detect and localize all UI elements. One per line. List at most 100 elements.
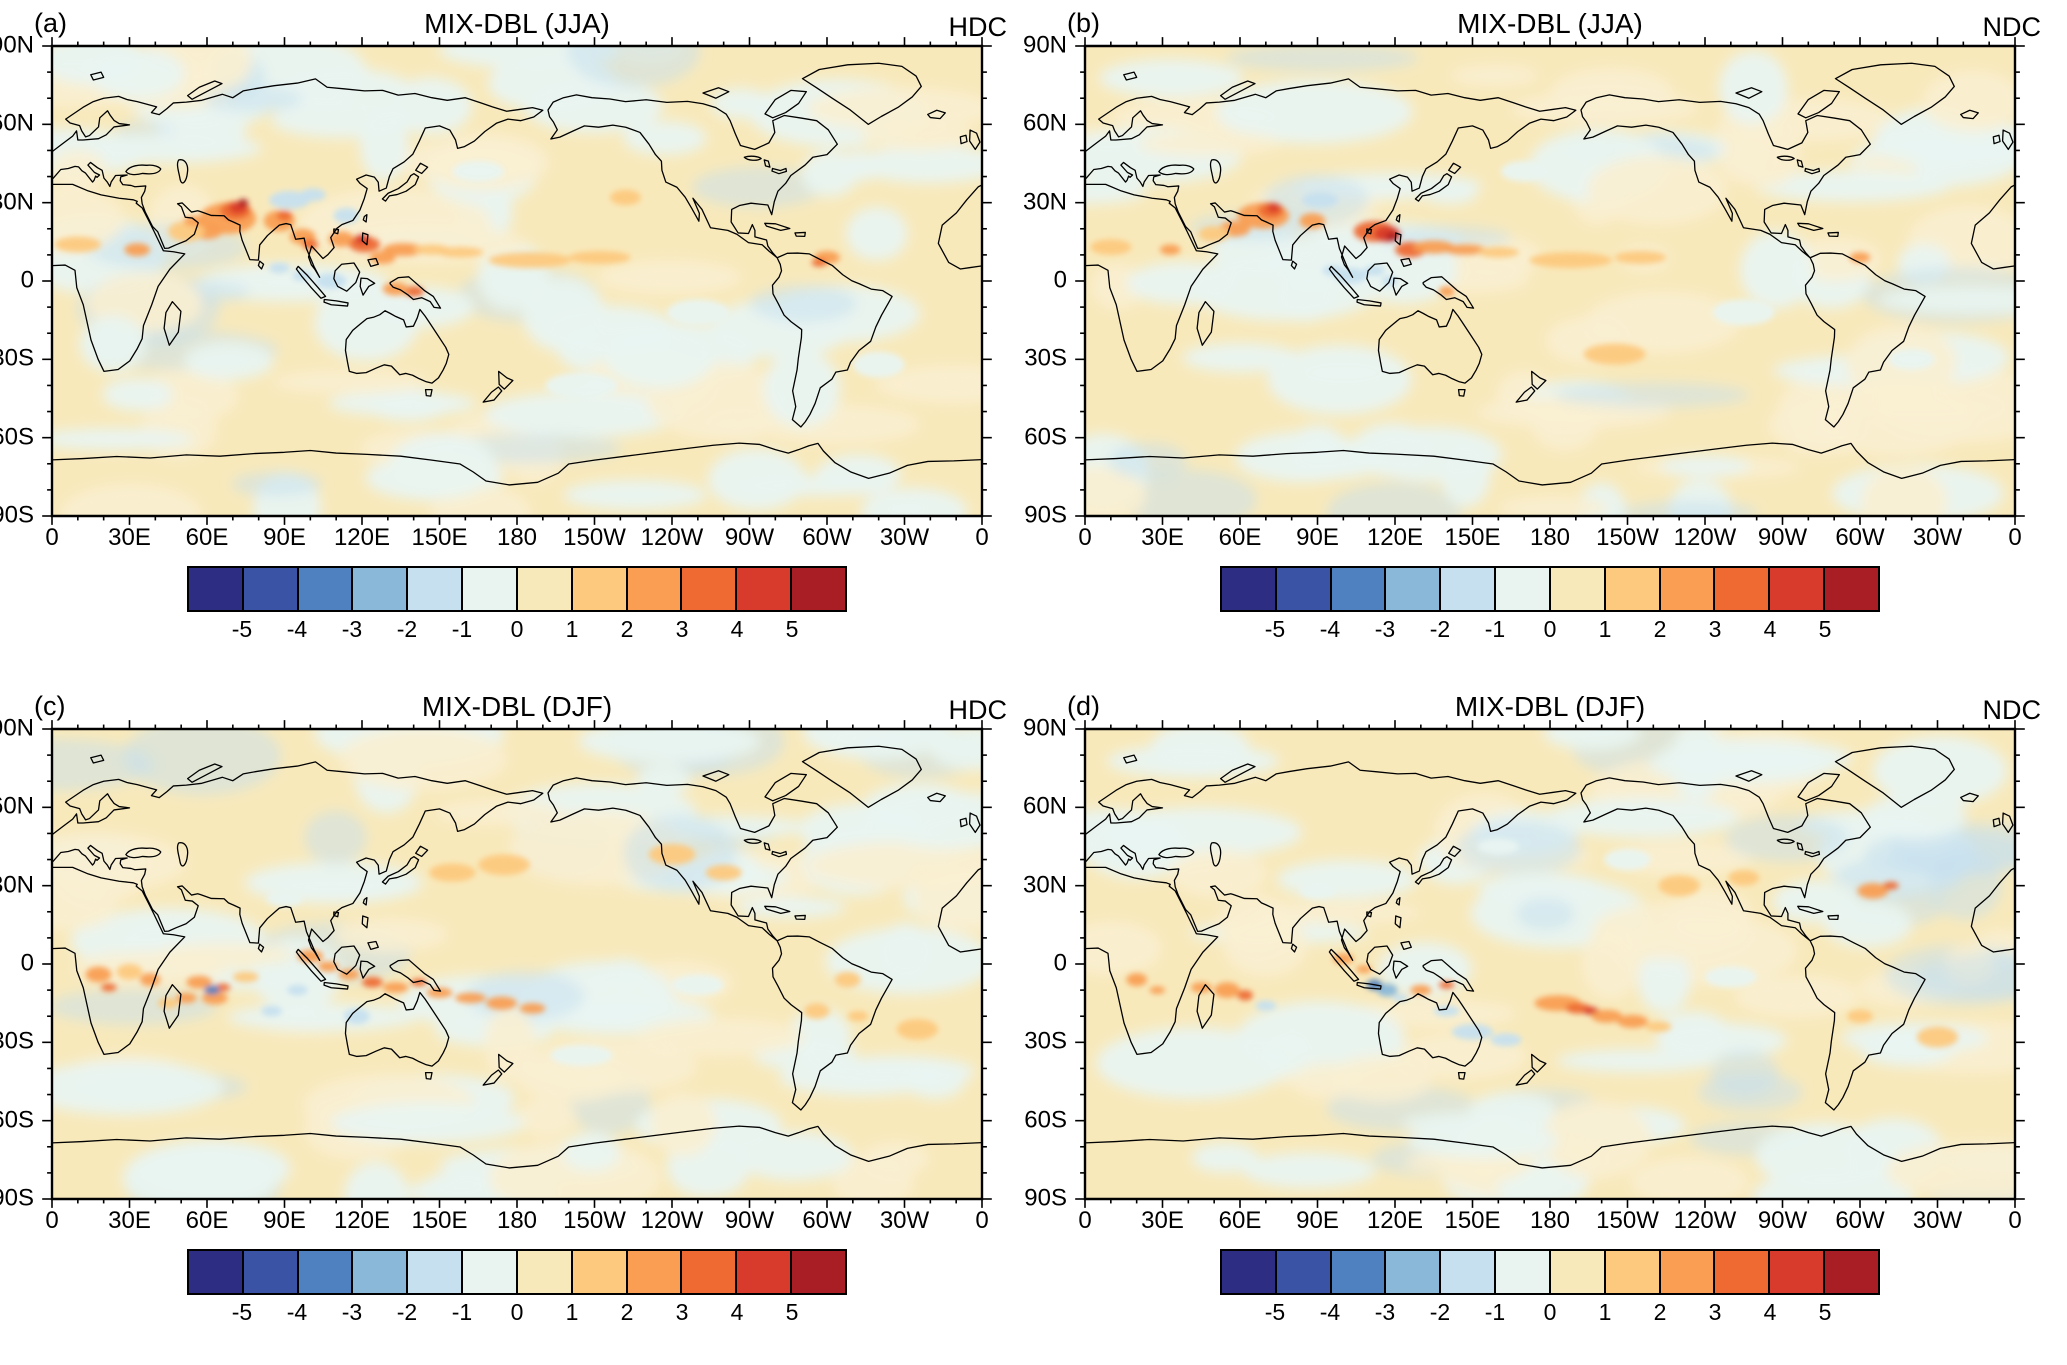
colorbar-box — [298, 1251, 354, 1293]
lat-tick-label: 30S — [1024, 344, 1067, 372]
colorbar-tick-label: -2 — [1429, 616, 1451, 642]
panel-corner-label: NDC — [1982, 12, 2042, 42]
lon-tick-label: 90E — [1296, 1207, 1339, 1234]
colorbar-box — [463, 568, 518, 610]
colorbar-box — [1386, 568, 1442, 610]
colorbar-box — [627, 1251, 683, 1293]
lon-tick-label: 0 — [1078, 1207, 1092, 1234]
colorbar — [187, 1249, 847, 1295]
lat-tick-label: 60N — [1022, 792, 1067, 820]
panel-title: MIX-DBL (JJA) — [424, 8, 610, 39]
lon-tick-label: 60E — [185, 524, 229, 551]
lon-tick-label: 120W — [1673, 524, 1737, 551]
colorbar-box — [1550, 1251, 1606, 1293]
lat-tick-label: 0 — [1053, 949, 1067, 977]
colorbar-tick-label: 2 — [620, 1299, 634, 1325]
lat-tick-label: 90S — [0, 501, 34, 529]
lat-tick-label: 90N — [1022, 714, 1067, 742]
lon-tick-label: 90W — [724, 524, 775, 551]
lon-tick-label: 0 — [1078, 524, 1092, 551]
lon-tick-label: 0 — [45, 1207, 59, 1234]
colorbar-tick-label: -2 — [1429, 1299, 1451, 1325]
lon-tick-label: 120W — [640, 524, 704, 551]
colorbar-tick-label: 0 — [510, 1299, 524, 1325]
lat-tick-label: 30N — [1022, 188, 1067, 216]
lon-tick-label: 150W — [1596, 524, 1659, 551]
colorbar-box — [572, 568, 628, 610]
colorbar-box — [1496, 1251, 1551, 1293]
colorbar-box — [408, 1251, 464, 1293]
colorbar-tick-label: -5 — [1264, 1299, 1286, 1325]
panel-corner-label: HDC — [948, 695, 1008, 725]
colorbar-box — [1770, 568, 1826, 610]
lat-axis: 90N 60N 30N 0 30S 60S 90S — [1023, 714, 1079, 1211]
lon-tick-label: 150E — [1444, 1207, 1501, 1234]
lat-tick-label: 60S — [0, 1106, 34, 1134]
lon-tick-label: 30W — [879, 1207, 930, 1234]
colorbar-box — [1825, 1251, 1878, 1293]
colorbar-tick-label: 4 — [1763, 616, 1777, 642]
colorbar-box — [682, 568, 738, 610]
colorbar-box — [1276, 568, 1332, 610]
colorbar-tick-label: -1 — [1484, 1299, 1506, 1325]
lat-tick-label: 30N — [0, 188, 34, 216]
colorbar-tick-label: 0 — [1543, 616, 1557, 642]
colorbar-tick-label: -4 — [286, 1299, 308, 1325]
colorbar-box — [1441, 568, 1497, 610]
colorbar-box — [189, 568, 244, 610]
colorbar-tick-label: 4 — [730, 616, 744, 642]
panel-d: (d) MIX-DBL (DJF) NDC 90N 60N 30N 0 30S 60S 90… — [1023, 683, 2067, 1365]
lon-tick-label: 120E — [1366, 524, 1424, 551]
lat-tick-label: 60N — [0, 792, 34, 820]
colorbar-tick-label: 3 — [675, 616, 689, 642]
colorbar-box — [792, 1251, 845, 1293]
colorbar-box — [572, 1251, 628, 1293]
colorbar-box — [1550, 568, 1606, 610]
panel-title: MIX-DBL (JJA) — [1457, 8, 1643, 39]
colorbar-tick-label: 4 — [1763, 1299, 1777, 1325]
colorbar-tick-label: -5 — [231, 616, 253, 642]
lat-axis: 90N 60N 30N 0 30S 60S 90S — [1023, 31, 1079, 528]
panel-letter: (d) — [1067, 691, 1100, 721]
colorbar-box — [1660, 1251, 1716, 1293]
panel-c: (c) MIX-DBL (DJF) HDC 90N60N30N030S60S90… — [0, 683, 1033, 1365]
lon-tick-label: 150W — [563, 524, 626, 551]
lon-tick-label: 0 — [975, 1207, 989, 1234]
lon-tick-label: 90W — [1757, 524, 1808, 551]
lon-tick-label: 30E — [108, 1207, 151, 1234]
colorbar-tick-label: -1 — [451, 1299, 473, 1325]
colorbar-area: -5 -4 -3 -2 -1 0 1 2 3 4 5 — [1085, 566, 2015, 644]
colorbar-box — [1222, 1251, 1277, 1293]
lon-tick-label: 120E — [333, 524, 391, 551]
colorbar-box — [517, 568, 573, 610]
colorbar-box — [737, 1251, 793, 1293]
colorbar-tick-label: 5 — [785, 1299, 799, 1325]
lon-tick-label: 30E — [1141, 524, 1184, 551]
colorbar-box — [627, 568, 683, 610]
map-canvas — [52, 46, 982, 516]
lon-axis: 0 30E 60E 90E 120E 150E 180 150W 120W 90W 60W 30W 0 — [1078, 1199, 2021, 1235]
colorbar-tick-label: -3 — [1374, 616, 1396, 642]
lat-tick-label: 90S — [1024, 501, 1067, 529]
colorbar-tick-label: 3 — [1708, 1299, 1722, 1325]
lat-tick-label: 30S — [0, 344, 34, 372]
lat-tick-label: 60S — [1024, 1106, 1067, 1134]
colorbar-tick-label: 2 — [1653, 616, 1667, 642]
lon-tick-label: 30E — [1141, 1207, 1184, 1234]
panel-b: (b) MIX-DBL (JJA) NDC 90N 60N 30N 0 30S 60S 90… — [1023, 0, 2067, 683]
colorbar-box — [1825, 568, 1878, 610]
colorbar-box — [1715, 568, 1771, 610]
colorbar — [1220, 566, 1880, 612]
lon-tick-label: 30W — [1912, 524, 1963, 551]
colorbar-ticks: -5 -4 -3 -2 -1 0 1 2 3 4 5 — [1220, 612, 1880, 644]
lat-tick-label: 90N — [0, 31, 34, 59]
panel-letter: (a) — [34, 8, 67, 38]
map-frame: 90N 60N 30N 0 30S 60S 90S — [1023, 714, 2015, 1211]
map-canvas — [1085, 46, 2015, 516]
lon-tick-label: 60W — [802, 524, 852, 551]
lat-tick-label: 60S — [0, 423, 34, 451]
lat-tick-label: 60N — [0, 109, 34, 137]
lon-tick-label: 150E — [1444, 524, 1501, 551]
colorbar-box — [1660, 568, 1716, 610]
